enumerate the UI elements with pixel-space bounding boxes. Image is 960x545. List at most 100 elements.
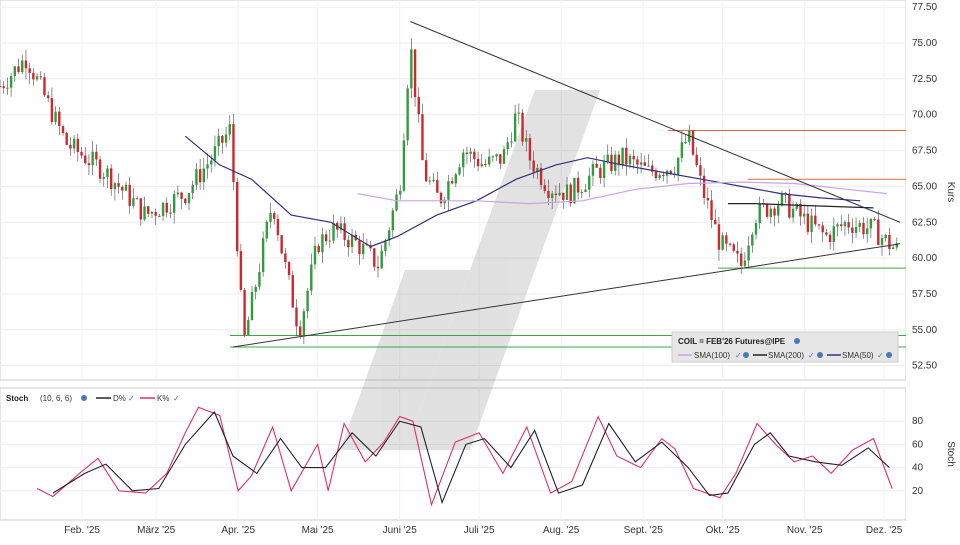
- candle-body: [465, 152, 469, 154]
- candle-body: [613, 154, 617, 171]
- legend-sma200: SMA(200): [768, 351, 804, 360]
- candle-body: [28, 68, 31, 73]
- candle-body: [395, 194, 398, 211]
- candle-body: [228, 124, 231, 135]
- candle-body: [699, 165, 702, 176]
- legend-sma100-check-icon[interactable]: ✓: [735, 351, 742, 360]
- stoch-d-check-icon[interactable]: ✓: [128, 394, 135, 403]
- legend-sma50-settings-icon[interactable]: [886, 352, 892, 358]
- candle-body: [558, 192, 561, 196]
- candle-body: [224, 134, 228, 143]
- candle-body: [399, 190, 402, 195]
- candle-body: [135, 198, 139, 200]
- instrument-info-icon[interactable]: [794, 338, 800, 344]
- candle-body: [447, 181, 450, 200]
- candle-body: [261, 238, 265, 273]
- candle-body: [295, 307, 298, 327]
- candle-body: [476, 158, 480, 167]
- candle-body: [502, 149, 506, 164]
- candle-body: [654, 171, 658, 179]
- candle-body: [858, 222, 861, 227]
- candle-body: [287, 262, 291, 276]
- legend-sma200-settings-icon[interactable]: [817, 352, 823, 358]
- x-tick-label: Mai '25: [302, 525, 334, 536]
- candle-body: [621, 147, 624, 166]
- candle-body: [676, 157, 680, 175]
- y-tick-label: 62.50: [912, 217, 937, 228]
- candle-body: [150, 211, 154, 214]
- candle-body: [206, 164, 209, 169]
- candle-body: [328, 240, 332, 242]
- candle-body: [69, 144, 72, 149]
- candle-body: [9, 76, 13, 88]
- candle-body: [825, 232, 828, 235]
- candle-body: [799, 204, 802, 217]
- legend-sma50-check-icon[interactable]: ✓: [877, 351, 884, 360]
- candle-body: [321, 234, 324, 253]
- candle-body: [802, 213, 806, 217]
- candle-body: [106, 168, 109, 178]
- stoch-y-tick-label: 40: [912, 463, 924, 474]
- y-tick-label: 60.00: [912, 253, 937, 264]
- candle-body: [113, 183, 117, 190]
- candle-body: [454, 174, 458, 184]
- candle-body: [161, 202, 165, 216]
- candle-body: [643, 162, 647, 166]
- sma-line: [727, 203, 874, 209]
- candle-body: [21, 60, 24, 73]
- candle-body: [702, 175, 706, 198]
- candle-body: [61, 126, 65, 134]
- candle-body: [165, 202, 168, 213]
- candle-body: [276, 218, 280, 236]
- stoch-panel: [0, 387, 907, 521]
- candle-body: [617, 154, 621, 166]
- x-tick-label: Aug. '25: [543, 525, 580, 536]
- candle-body: [243, 289, 246, 335]
- candle-body: [387, 230, 391, 241]
- stoch-y-tick-label: 20: [912, 486, 924, 497]
- candle-body: [76, 138, 80, 152]
- candle-body: [313, 245, 317, 265]
- candle-body: [691, 130, 695, 155]
- candle-body: [24, 60, 28, 69]
- candle-body: [739, 253, 743, 266]
- candle-body: [39, 76, 42, 78]
- stoch-title: Stoch: [6, 394, 28, 403]
- candle-body: [172, 194, 176, 213]
- stoch-settings-icon[interactable]: [81, 395, 87, 401]
- stoch-y-tick-label: 80: [912, 416, 924, 427]
- candle-body: [854, 226, 858, 233]
- candle-body: [795, 204, 798, 209]
- candle-body: [391, 210, 395, 231]
- candle-body: [13, 66, 17, 77]
- legend-sma200-check-icon[interactable]: ✓: [808, 351, 815, 360]
- candle-body: [480, 164, 483, 167]
- x-tick-label: Feb. '25: [64, 525, 100, 536]
- candle-body: [180, 192, 183, 199]
- candle-body: [684, 141, 687, 143]
- candle-body: [680, 142, 684, 158]
- candle-body: [302, 311, 306, 336]
- candle-body: [632, 156, 635, 160]
- candle-body: [595, 163, 598, 168]
- candle-body: [50, 98, 54, 123]
- candle-body: [714, 219, 717, 225]
- candle-body: [58, 111, 61, 127]
- candle-body: [806, 213, 810, 232]
- candle-body: [202, 168, 206, 183]
- legend-sma100-settings-icon[interactable]: [743, 352, 749, 358]
- candle-body: [273, 213, 276, 219]
- candle-body: [254, 286, 257, 292]
- candle-body: [639, 162, 643, 165]
- candle-body: [284, 253, 287, 263]
- candle-body: [602, 161, 606, 178]
- candle-body: [421, 114, 424, 161]
- candle-body: [154, 211, 157, 216]
- candle-body: [424, 160, 428, 182]
- candle-body: [543, 185, 546, 191]
- y-tick-label: 52.50: [912, 361, 937, 372]
- stoch-k-check-icon[interactable]: ✓: [173, 394, 180, 403]
- candle-body: [662, 174, 665, 176]
- candle-body: [628, 156, 632, 165]
